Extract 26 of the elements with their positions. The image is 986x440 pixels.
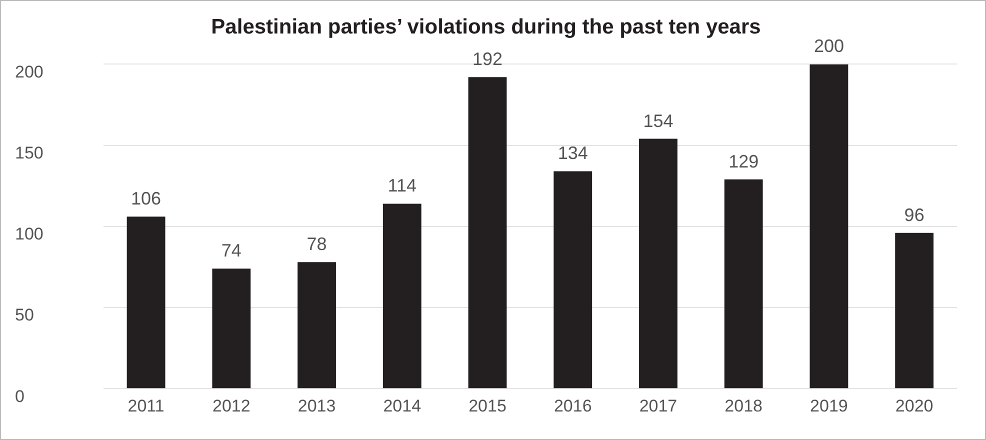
y-tick-label: 50 <box>15 306 34 325</box>
data-label: 192 <box>472 49 503 70</box>
data-label: 134 <box>558 143 588 164</box>
data-label: 106 <box>131 188 162 209</box>
data-label: 74 <box>221 240 242 261</box>
data-label: 96 <box>904 204 924 225</box>
chart-title: Palestinian parties’ violations during the past ten years <box>211 15 761 38</box>
x-tick-label: 2020 <box>895 396 934 416</box>
x-tick-label: 2018 <box>724 396 763 416</box>
data-label: 154 <box>643 110 674 131</box>
data-label: 129 <box>728 151 759 172</box>
y-tick-label: 200 <box>15 62 44 82</box>
x-tick-label: 2011 <box>128 396 164 416</box>
x-tick-label: 2019 <box>810 396 848 416</box>
x-tick-label: 2015 <box>468 396 506 416</box>
x-tick-label: 2016 <box>554 396 592 416</box>
data-label: 78 <box>306 234 327 254</box>
y-tick-label: 100 <box>15 224 44 244</box>
y-tick-label: 150 <box>15 143 44 162</box>
data-label: 200 <box>814 36 844 56</box>
y-tick-label: 0 <box>15 386 24 406</box>
x-tick-label: 2017 <box>639 396 678 416</box>
data-label: 114 <box>388 176 416 196</box>
x-tick-label: 2013 <box>298 396 336 416</box>
x-tick-label: 2014 <box>383 396 422 416</box>
x-tick-label: 2012 <box>212 396 250 416</box>
